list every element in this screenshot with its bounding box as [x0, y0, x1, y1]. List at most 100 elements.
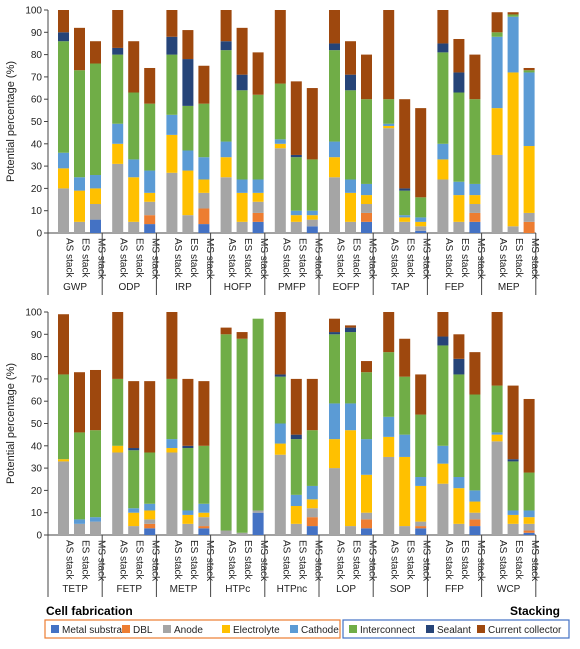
bar-segment-anode	[236, 221, 248, 233]
bar-segment-current-collector	[144, 67, 156, 104]
category-label: AS stack	[443, 540, 454, 580]
bar-segment-electrolyte	[345, 430, 356, 527]
bar-segment-anode	[507, 523, 519, 535]
bar-segment-electrolyte	[437, 159, 449, 180]
bar-segment-cathode	[437, 445, 449, 464]
bar-segment-electrolyte	[383, 125, 395, 129]
bar-segment-current-collector	[437, 10, 449, 44]
bar-segment-current-collector	[182, 378, 194, 446]
bar-segment-anode	[58, 461, 69, 535]
bar-segment-electrolyte	[437, 463, 449, 484]
bar-segment-electrolyte	[128, 512, 140, 527]
bar-segment-electrolyte	[523, 517, 535, 524]
bar-segment-anode	[345, 221, 356, 233]
bar-segment-anode	[507, 226, 519, 233]
legend-box-cell-fabrication	[44, 619, 341, 639]
bar-segment-cathode	[220, 141, 232, 158]
bar-segment-anode	[383, 128, 395, 233]
bar-segment-current-collector	[383, 312, 395, 353]
bar-segment-cathode	[415, 217, 427, 222]
group-htpnc: AS stack ES stack MS stack HTPnc	[264, 312, 323, 597]
group-fetp: AS stack ES stack MS stack FETP	[101, 312, 161, 597]
category-label: ES stack	[134, 540, 145, 580]
bar-segment-sealant	[182, 445, 194, 449]
category-label: MS stack	[529, 238, 540, 280]
bar-segment-sealant	[329, 332, 340, 335]
group-label: EOFP	[332, 282, 360, 293]
category-label: MS stack	[258, 540, 269, 582]
bar-segment-current-collector	[74, 372, 85, 433]
bar-segment-interconnect	[182, 448, 194, 511]
category-label: ES stack	[188, 238, 199, 278]
bar-segment-anode	[399, 526, 411, 535]
bar-segment-anode	[437, 483, 449, 535]
bar-segment-cathode	[290, 210, 302, 216]
bar-segment-cathode	[128, 159, 140, 178]
bar-segment-interconnect	[306, 159, 318, 211]
bar-segment-cathode	[399, 434, 411, 457]
bar-segment-anode	[415, 521, 427, 527]
y-tick-label: 40	[31, 441, 43, 452]
stacking-label: Stacking	[510, 604, 560, 618]
bar-segment-anode	[415, 226, 427, 231]
bar-segment-current-collector	[415, 108, 427, 198]
bar-segment-anode	[306, 508, 318, 518]
y-axis-label: Potential percentage (%)	[5, 61, 17, 182]
group-tap: AS stack ES stack MS stack TAP	[372, 10, 432, 295]
bar-segment-electrolyte	[274, 443, 286, 455]
bar-segment-interconnect	[90, 430, 101, 518]
bar-segment-anode	[345, 526, 356, 535]
bar-segment-interconnect	[128, 92, 140, 160]
bar-segment-current-collector	[290, 378, 302, 435]
bar-segment-anode	[166, 172, 178, 233]
bar-segment-anode	[523, 212, 535, 222]
bar-segment-cathode	[128, 508, 140, 513]
bar-segment-current-collector	[274, 312, 286, 375]
bar-segment-cathode	[274, 139, 286, 144]
category-label: ES stack	[80, 238, 91, 278]
bar-segment-electrolyte	[491, 434, 503, 442]
cell-fabrication-label: Cell fabrication	[46, 604, 133, 618]
bar-segment-interconnect	[399, 190, 411, 216]
bar-segment-current-collector	[507, 12, 519, 15]
group-irp: AS stack ES stack MS stack IRP	[155, 10, 215, 295]
group-eofp: AS stack ES stack MS stack EOFP	[318, 10, 378, 295]
bar-segment-electrolyte	[507, 72, 519, 227]
bar-segment-current-collector	[166, 312, 178, 379]
y-axis-label: Potential percentage (%)	[5, 363, 17, 484]
legend-label: Metal substrate	[62, 625, 131, 636]
bar-segment-current-collector	[437, 312, 449, 337]
group-label: TAP	[391, 282, 410, 293]
bar-segment-cathode	[252, 179, 264, 193]
y-tick-label: 10	[31, 206, 43, 217]
bar-segment-electrolyte	[306, 499, 318, 509]
bar-segment-anode	[453, 221, 465, 233]
legend-box-stacking	[342, 619, 570, 639]
bar-segment-electrolyte	[415, 485, 427, 522]
bar-segment-anode	[437, 179, 449, 233]
category-label: ES stack	[405, 540, 416, 580]
bar-segment-dbl	[198, 208, 210, 225]
category-label: AS stack	[64, 540, 75, 580]
bar-segment-cathode	[507, 510, 519, 515]
category-label: MS stack	[150, 540, 161, 582]
bar-segment-dbl	[469, 212, 481, 222]
bar-segment-current-collector	[236, 332, 248, 339]
category-label: MS stack	[96, 238, 107, 280]
bar-segment-current-collector	[491, 12, 503, 33]
bar-segment-interconnect	[182, 105, 194, 151]
group-hofp: AS stack ES stack MS stack HOFP	[210, 10, 269, 295]
group-metp: AS stack ES stack MS stack METP	[155, 312, 215, 597]
bar-segment-cathode	[345, 179, 356, 193]
y-tick-label: 100	[25, 6, 42, 17]
bar-segment-anode	[90, 521, 101, 535]
bar-segment-metal-substrate	[469, 221, 481, 233]
group-label: LOP	[336, 584, 356, 595]
bar-segment-current-collector	[306, 88, 318, 160]
bar-segment-electrolyte	[453, 195, 465, 222]
bar-segment-sealant	[453, 72, 465, 93]
category-label: ES stack	[405, 238, 416, 278]
y-tick-label: 70	[31, 72, 43, 83]
